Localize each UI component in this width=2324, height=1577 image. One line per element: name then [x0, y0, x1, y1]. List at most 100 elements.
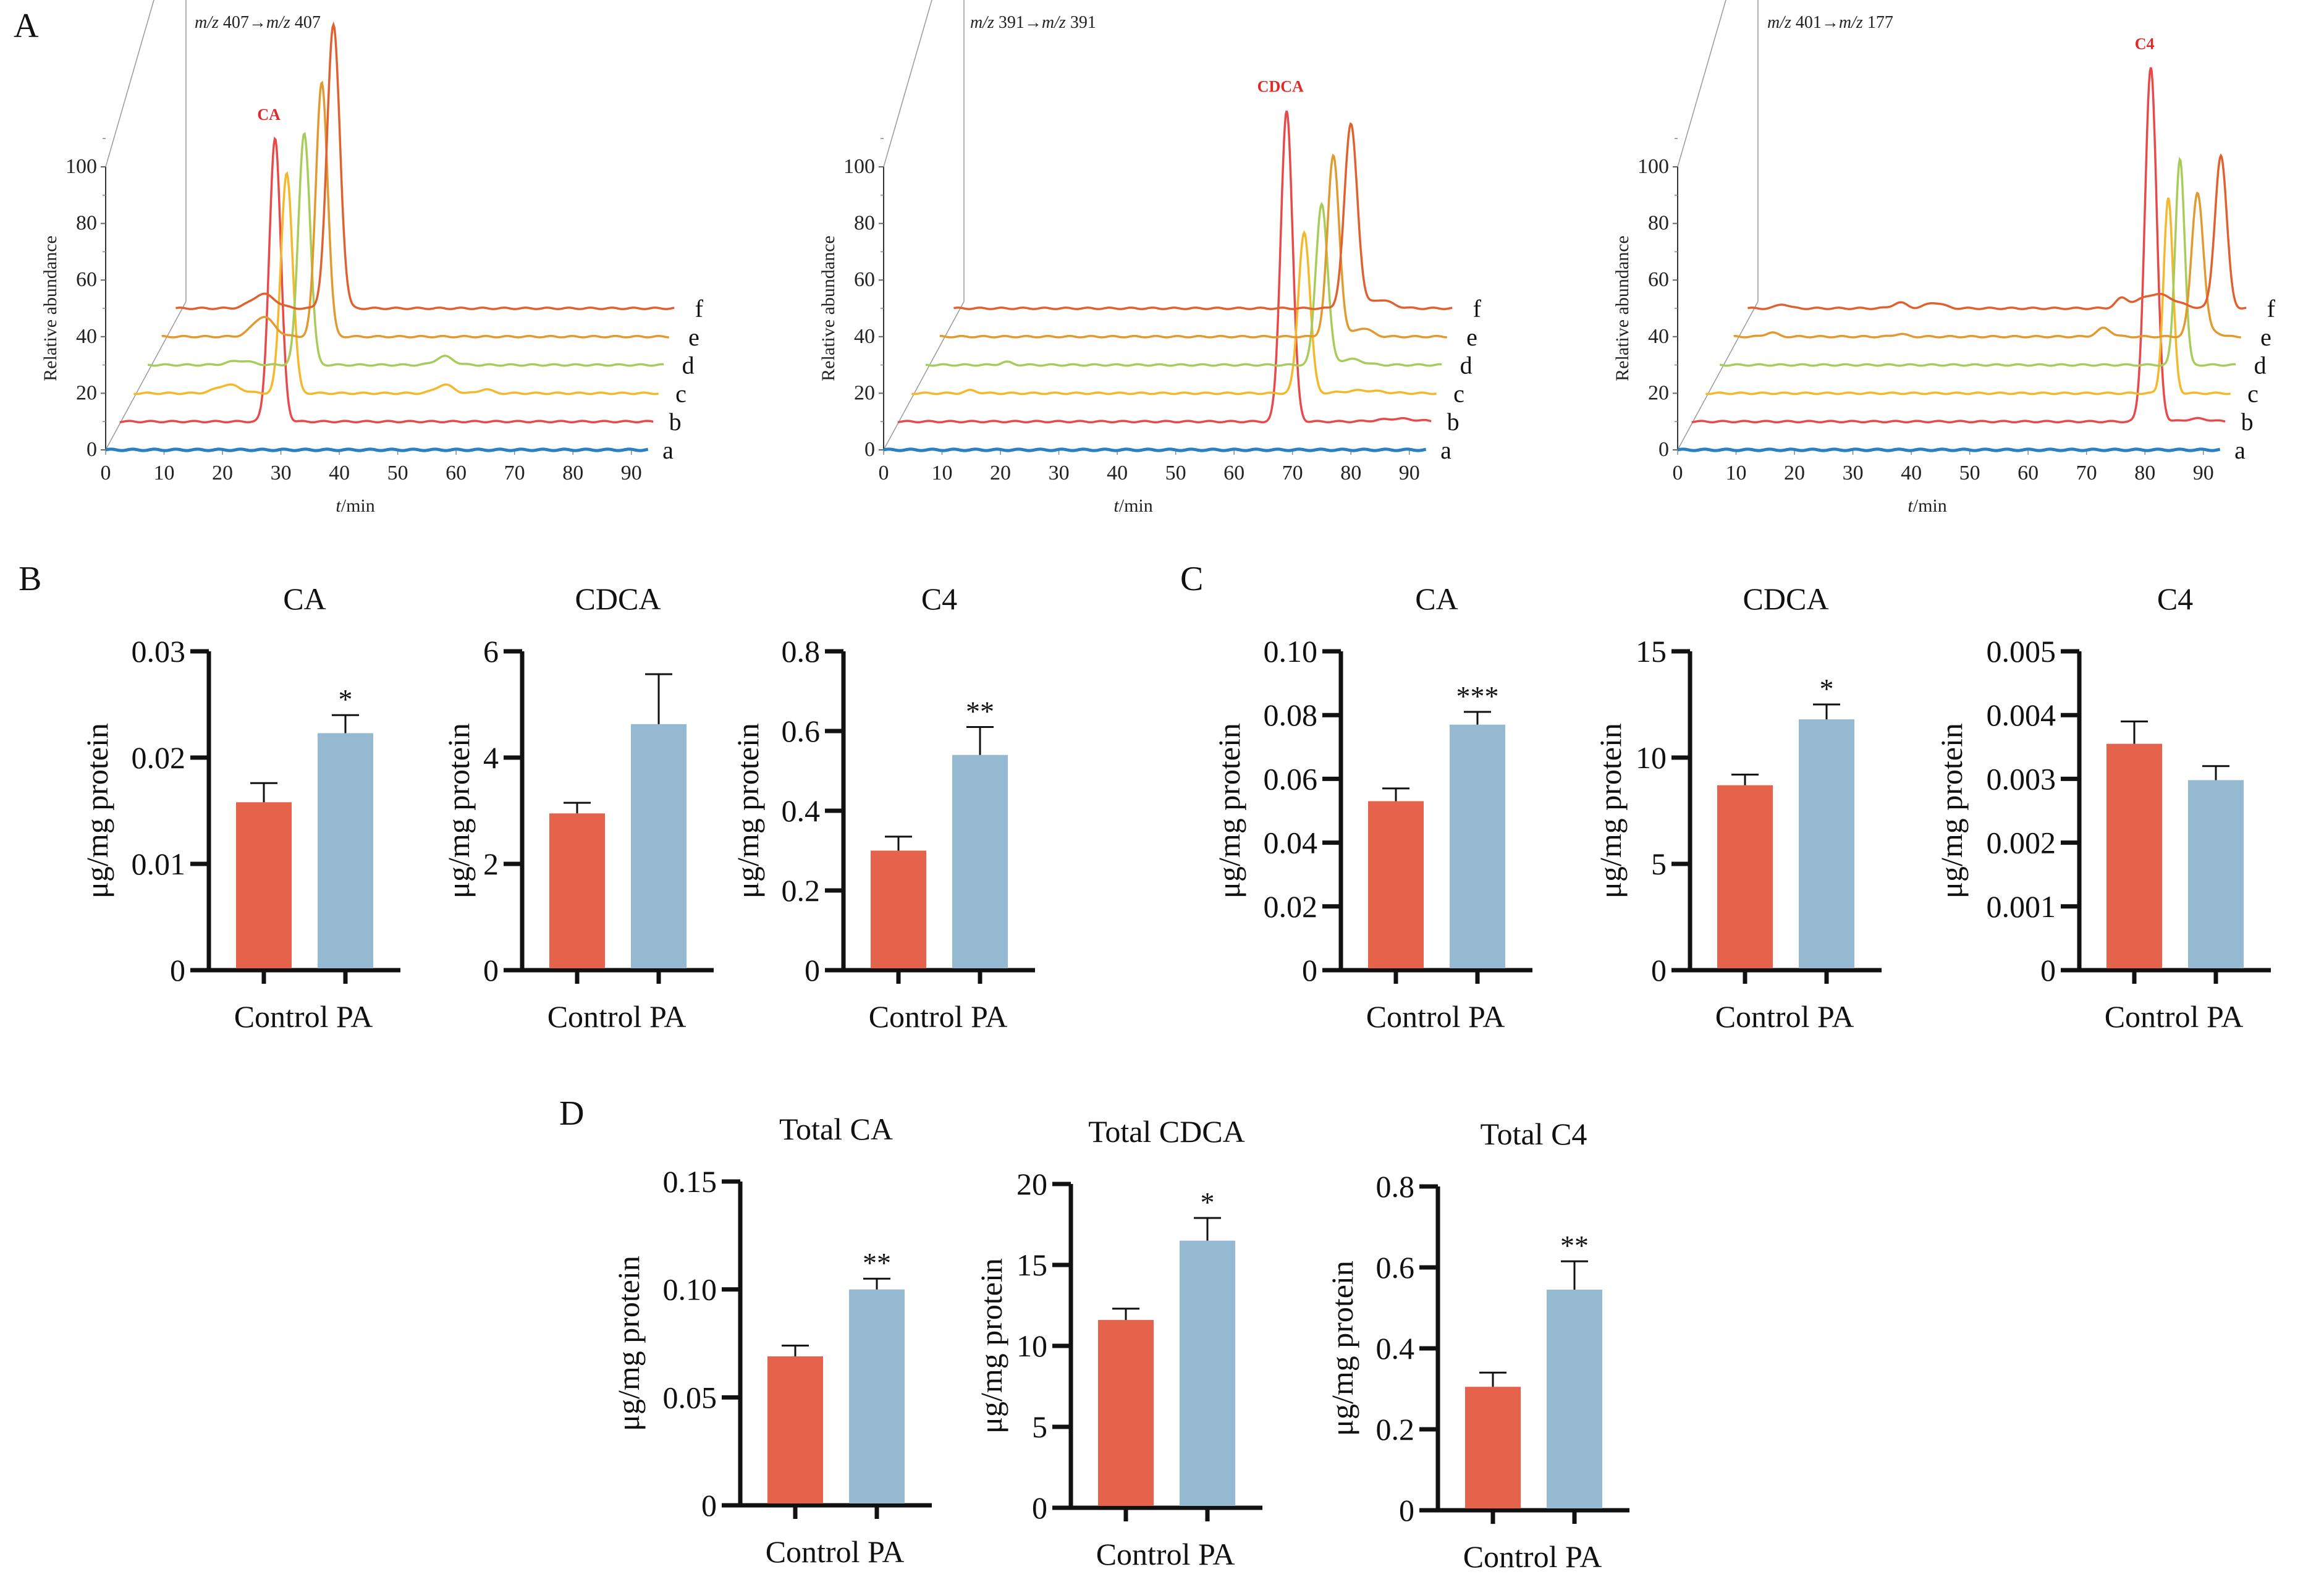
y-tick-label: 80: [76, 212, 97, 235]
x-tick-label: 10: [1726, 462, 1747, 484]
x-tick-label: 0: [1673, 462, 1683, 484]
bar-chart-c-ca: CA 0 0.02 0.04 0.06 0.08 0.10 μg/mg protein *** C…: [1212, 581, 1532, 1034]
y-tick-label: 0: [1658, 438, 1669, 461]
bar-control: [1465, 1387, 1521, 1508]
trace-f: [953, 122, 1453, 310]
trace-c: [133, 171, 659, 395]
trace-e: [161, 80, 669, 339]
y-tick-label: 0.2: [1376, 1412, 1415, 1447]
chromatogram-chrom-ca: 0 20 40 60 80 100 0 10 20 30 40 50 60 70 80 90 t/min Rela…: [40, 0, 704, 516]
y-tick-label: 0: [701, 1488, 717, 1523]
y-axis-label: μg/mg protein: [1934, 723, 1969, 898]
bar-control: [767, 1356, 823, 1503]
bar-chart-title: Total CDCA: [1088, 1114, 1244, 1149]
trace-label-f: f: [2267, 295, 2276, 323]
bar-chart-b-cdca: CDCA 0 2 4 6 μg/mg protein Control PA: [441, 581, 714, 1034]
depth-top-line: [105, 0, 154, 167]
trace-label-d: d: [1460, 352, 1473, 379]
y-tick-label: 0: [1302, 953, 1317, 987]
y-tick-label: 4: [483, 740, 499, 775]
y-tick-label: 15: [1636, 634, 1667, 669]
bar-chart-d-cdca: Total CDCA 0 5 10 15 20 μg/mg protein * Control …: [974, 1114, 1262, 1571]
y-tick-label: 0.001: [1987, 889, 2056, 924]
x-tick-label: 70: [2076, 462, 2097, 484]
y-tick-label: 0.004: [1987, 698, 2056, 732]
y-tick-label: 60: [1648, 268, 1669, 291]
y-tick-label: 0.10: [663, 1272, 717, 1307]
bar-pa: [631, 724, 687, 968]
y-tick-label: 0.02: [132, 740, 186, 775]
y-axis-label: μg/mg protein: [730, 723, 765, 898]
bar-chart-d-c4: Total C4 0 0.2 0.4 0.6 0.8 μg/mg protein ** Cont…: [1325, 1117, 1629, 1574]
trace-b: [119, 137, 654, 424]
x-tick-label: 20: [212, 462, 233, 484]
category-labels: Control PA: [766, 1534, 905, 1569]
y-tick-label: 0.4: [1376, 1331, 1415, 1366]
panel-label-a: A: [14, 7, 39, 45]
y-axis-label: μg/mg protein: [1212, 723, 1246, 898]
trace-a: [1677, 447, 2221, 452]
trace-label-c: c: [2247, 379, 2259, 407]
trace-label-c: c: [1453, 379, 1464, 407]
y-tick-label: 100: [65, 155, 97, 178]
y-tick-label: 0.003: [1987, 761, 2056, 796]
y-tick-label: 0.05: [663, 1380, 717, 1414]
trace-label-e: e: [2260, 323, 2271, 351]
y-axis-label: Relative abundance: [818, 235, 839, 381]
x-tick-label: 30: [271, 462, 292, 484]
significance-marker: *: [1201, 1186, 1215, 1218]
bar-chart-title: C4: [921, 581, 957, 616]
y-tick-label: 0.6: [782, 714, 821, 748]
y-tick-label: 20: [1016, 1167, 1047, 1201]
y-tick-label: 0.15: [663, 1164, 717, 1199]
y-tick-label: 0.002: [1987, 826, 2056, 860]
x-tick-label: 70: [504, 462, 525, 484]
y-tick-label: 20: [76, 381, 97, 404]
trace-label-a: a: [2234, 436, 2246, 464]
bar-chart-d-ca: Total CA 0 0.05 0.10 0.15 μg/mg protein ** Cont…: [611, 1112, 932, 1569]
y-tick-label: 80: [854, 212, 875, 235]
category-labels: Control PA: [1463, 1539, 1602, 1574]
category-labels: Control PA: [1096, 1537, 1235, 1571]
y-tick-label: 0: [805, 953, 820, 987]
depth-top-line: [1677, 0, 1726, 167]
y-tick-label: 40: [854, 325, 875, 348]
x-tick-label: 50: [1959, 462, 1980, 484]
bar-chart-c-cdca: CDCA 0 5 10 15 μg/mg protein * Control PA: [1593, 581, 1882, 1034]
trace-a: [883, 447, 1427, 452]
y-tick-label: 40: [1648, 325, 1669, 348]
depth-axis-line: [1677, 301, 1759, 450]
y-tick-label: 0.03: [132, 634, 186, 669]
bar-control: [1717, 785, 1773, 968]
chromatogram-title: m/z 401→m/z 177: [1767, 13, 1893, 32]
bar-control: [1368, 801, 1424, 968]
x-tick-label: 90: [621, 462, 642, 484]
x-tick-label: 90: [2193, 462, 2214, 484]
panel-label-b: B: [19, 560, 41, 598]
y-axis-label: μg/mg protein: [974, 1258, 1008, 1434]
y-tick-label: 0.2: [782, 873, 821, 908]
trace-label-e: e: [1466, 323, 1477, 351]
trace-a: [105, 447, 649, 452]
x-axis-label: t/min: [1113, 496, 1152, 516]
bar-chart-title: CA: [283, 581, 326, 616]
y-tick-label: 0.04: [1264, 826, 1318, 860]
bar-pa: [1180, 1240, 1235, 1506]
bar-pa: [2188, 780, 2244, 968]
y-tick-label: 0.06: [1264, 761, 1318, 796]
y-tick-label: 0.8: [1376, 1169, 1415, 1204]
x-tick-label: 70: [1282, 462, 1303, 484]
x-tick-label: 40: [329, 462, 350, 484]
trace-label-c: c: [675, 379, 687, 407]
bar-control: [871, 850, 926, 968]
x-tick-label: 80: [562, 462, 583, 484]
y-tick-label: 0: [170, 953, 185, 987]
y-tick-label: 0.01: [132, 847, 186, 881]
bar-pa: [1450, 724, 1505, 968]
bar-control: [1098, 1320, 1154, 1506]
significance-marker: **: [966, 696, 994, 727]
x-tick-label: 80: [1340, 462, 1361, 484]
y-tick-label: 0: [1651, 953, 1667, 987]
trace-f: [175, 21, 675, 310]
